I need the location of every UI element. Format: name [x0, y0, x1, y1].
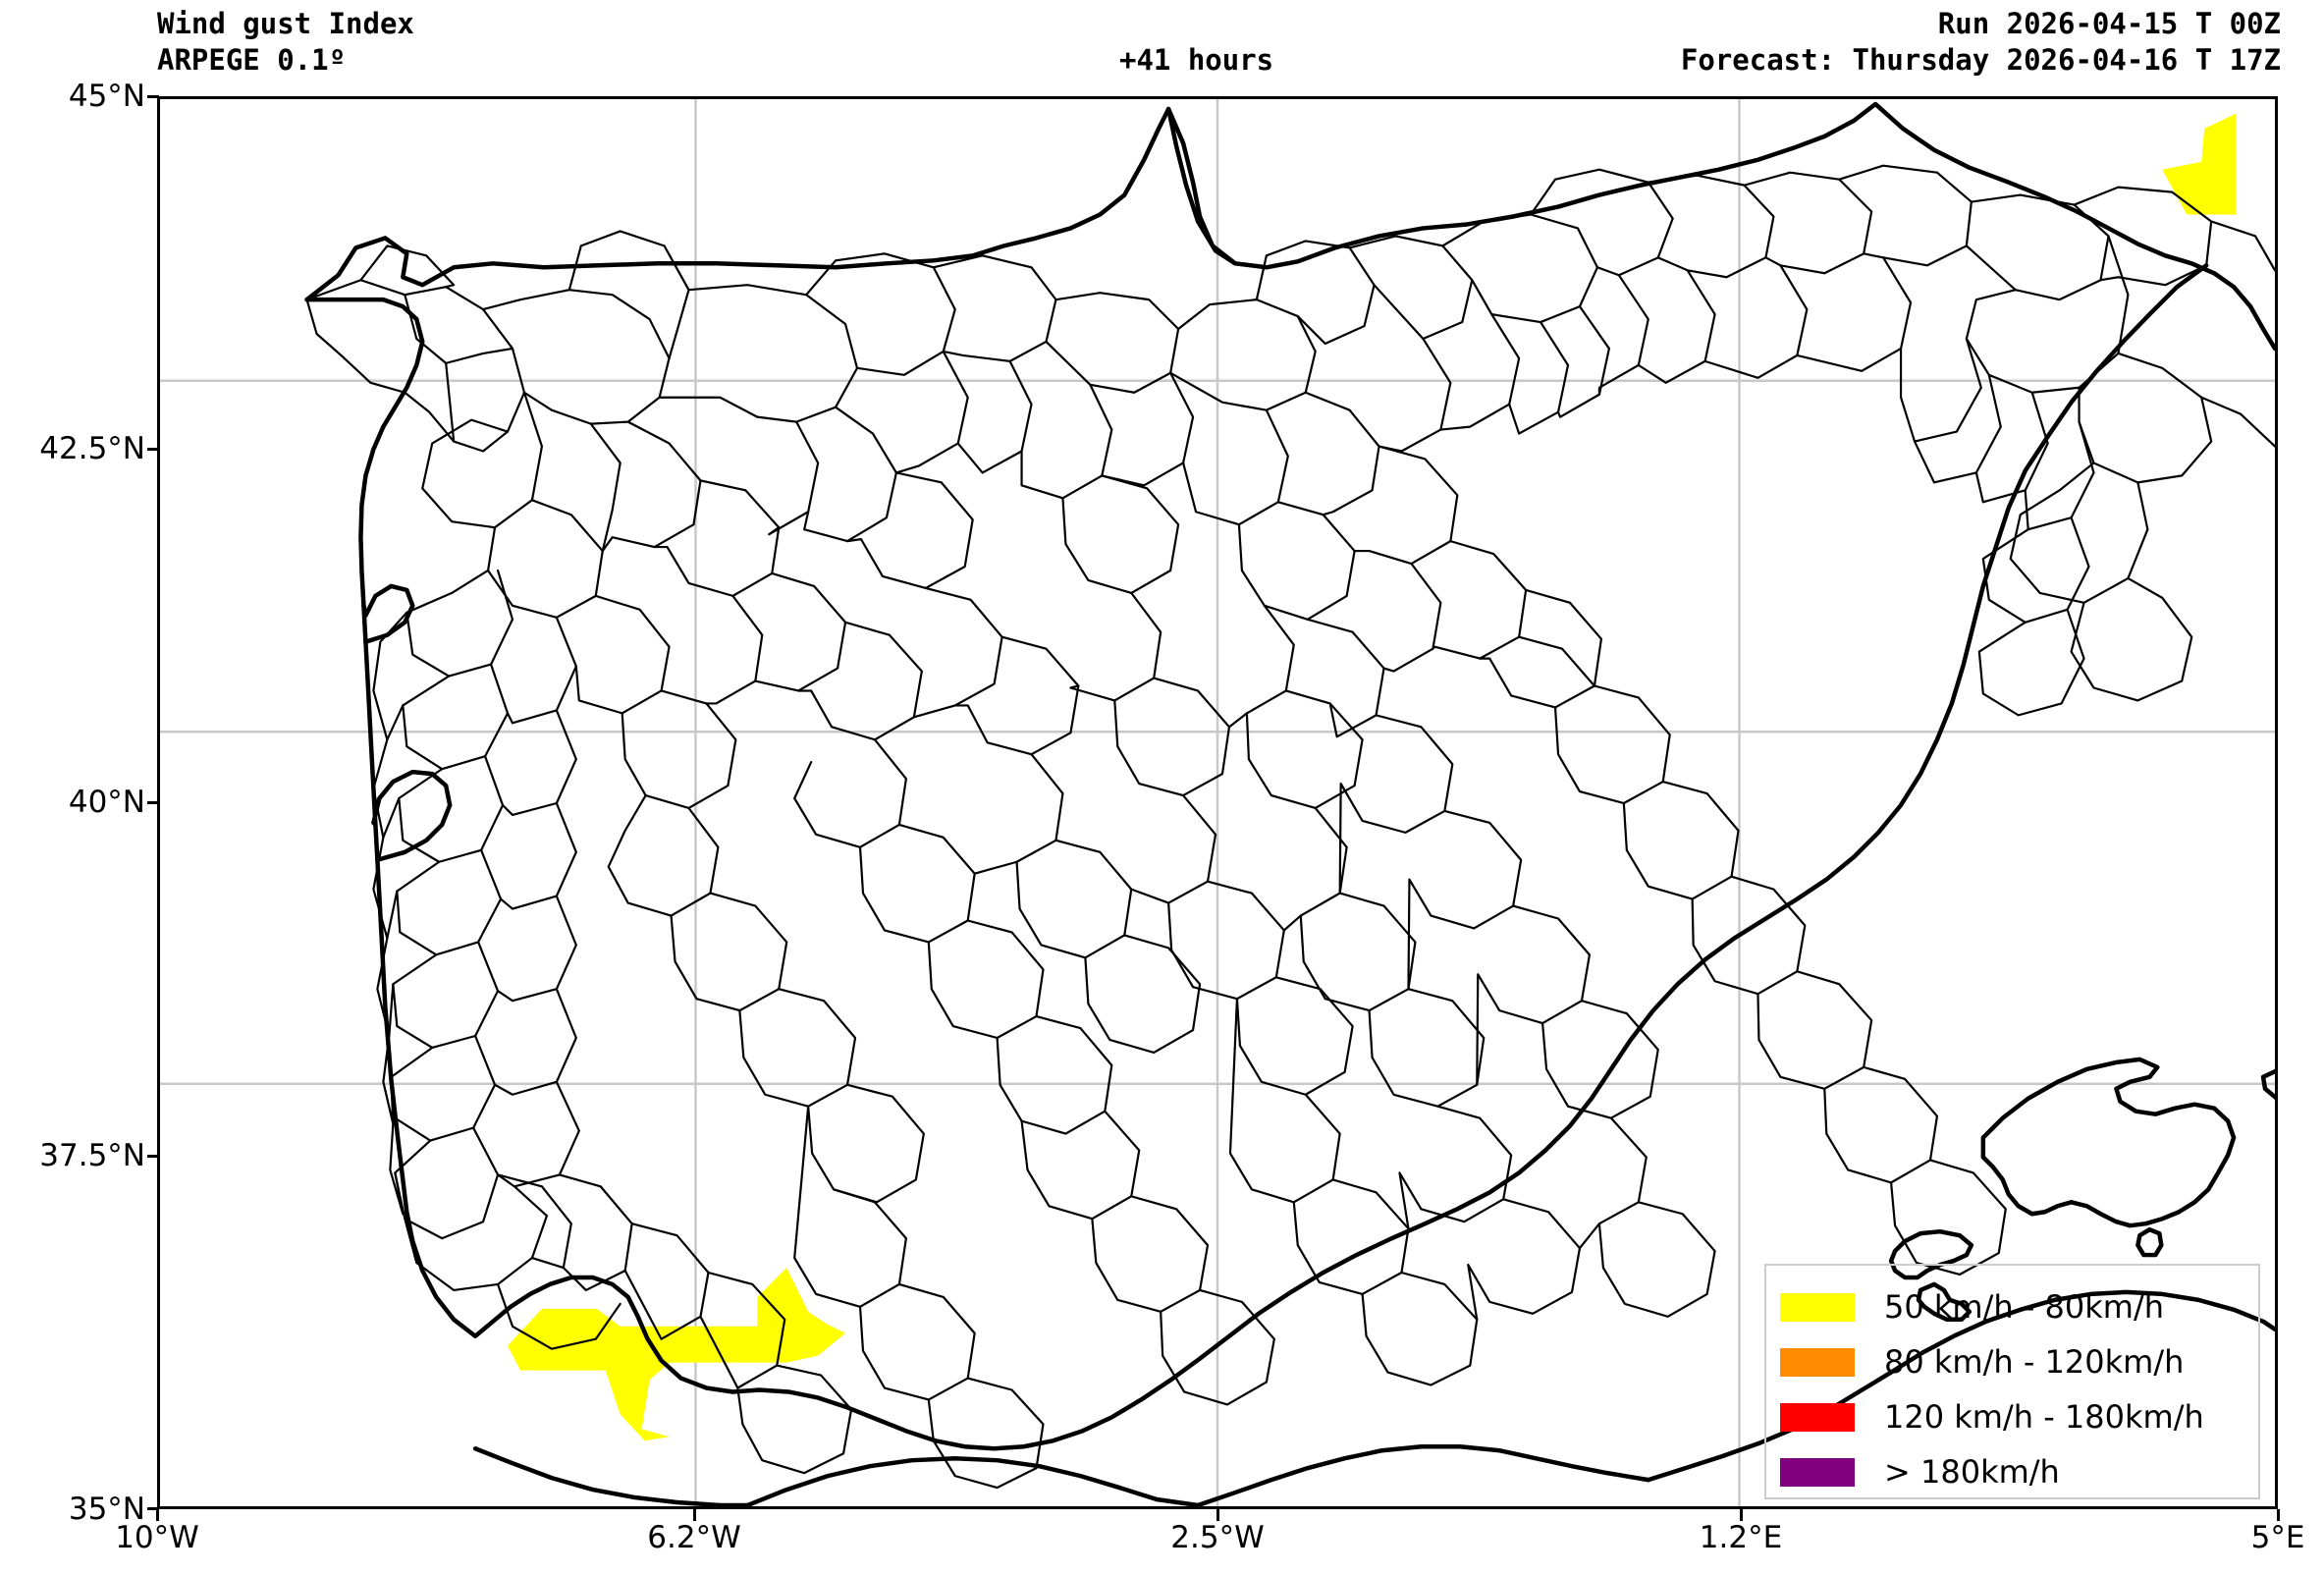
ytick-label-45n: 45°N	[68, 79, 145, 114]
xtick-mark-2-5w	[1216, 1509, 1219, 1521]
map-plot-area[interactable]	[157, 96, 2278, 1509]
ytick-mark-42-5n	[147, 448, 159, 451]
ytick-mark-45n	[147, 95, 159, 98]
chart-forecast-time: Forecast: Thursday 2026-04-16 T 17Z	[1680, 43, 2281, 77]
graticule-gridlines	[160, 99, 2275, 1506]
xtick-label-6-2w: 6.2°W	[647, 1520, 741, 1555]
ytick-label-40n: 40°N	[68, 785, 145, 820]
legend-swatch-over-180	[1780, 1457, 1855, 1487]
coastline-and-national-borders	[304, 101, 2275, 1506]
legend-swatch-50-80	[1780, 1292, 1855, 1322]
legend-label-80-120: 80 km/h - 120km/h	[1884, 1343, 2185, 1381]
legend-label-120-180: 120 km/h - 180km/h	[1884, 1398, 2204, 1436]
legend-item: 120 km/h - 180km/h	[1780, 1389, 2258, 1444]
chart-title: Wind gust Index	[157, 7, 414, 40]
ytick-label-35n: 35°N	[68, 1492, 145, 1527]
xtick-label-2-5w: 2.5°W	[1170, 1520, 1265, 1555]
legend-label-50-80: 50 km/h - 80km/h	[1884, 1288, 2165, 1326]
xtick-label-5e: 5°E	[2250, 1520, 2305, 1555]
legend-item: 50 km/h - 80km/h	[1780, 1279, 2258, 1334]
map-canvas	[160, 99, 2275, 1506]
ytick-label-42-5n: 42.5°N	[39, 431, 145, 466]
ytick-label-37-5n: 37.5°N	[39, 1138, 145, 1173]
legend-swatch-80-120	[1780, 1347, 1855, 1377]
chart-lead-time: +41 hours	[1119, 43, 1274, 77]
xtick-mark-5e	[2277, 1509, 2280, 1521]
chart-run-time: Run 2026-04-15 T 00Z	[1937, 7, 2281, 40]
xtick-mark-10w	[156, 1509, 159, 1521]
xtick-mark-1-2e	[1740, 1509, 1743, 1521]
legend-label-over-180: > 180km/h	[1884, 1453, 2060, 1491]
xtick-mark-6-2w	[693, 1509, 696, 1521]
ytick-mark-37-5n	[147, 1155, 159, 1158]
legend-swatch-120-180	[1780, 1402, 1855, 1432]
xtick-label-10w: 10°W	[115, 1520, 199, 1555]
chart-model-label: ARPEGE 0.1º	[157, 43, 347, 77]
legend-item: > 180km/h	[1780, 1444, 2258, 1499]
administrative-boundaries	[305, 164, 2275, 1490]
ytick-mark-35n	[147, 1507, 159, 1510]
legend-item: 80 km/h - 120km/h	[1780, 1334, 2258, 1389]
xtick-label-1-2e: 1.2°E	[1699, 1520, 1783, 1555]
gust-legend: 50 km/h - 80km/h 80 km/h - 120km/h 120 k…	[1764, 1264, 2260, 1499]
gust-band-50-80-shading	[508, 113, 2237, 1441]
ytick-mark-40n	[147, 801, 159, 804]
